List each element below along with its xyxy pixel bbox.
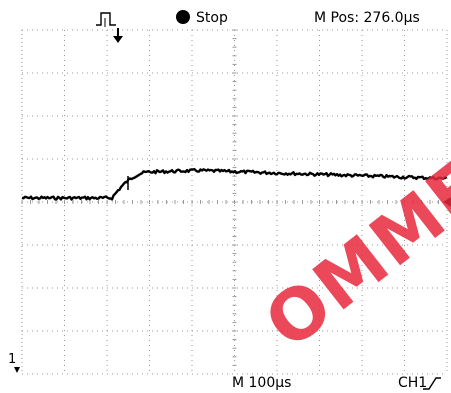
run-state-label: Stop [196, 10, 228, 26]
horizontal-position-readout: M Pos: 276.0µs [314, 10, 420, 26]
rising-edge-icon [423, 377, 441, 390]
run-state-indicator [176, 10, 190, 24]
trigger-source-readout: CH1 [398, 375, 428, 391]
waveform-trace [21, 167, 448, 201]
trigger-position-arrow-icon [113, 28, 123, 43]
channel-marker-label: 1 [8, 352, 17, 367]
timebase-readout: M 100µs [232, 375, 292, 391]
status-bar: Stop M Pos: 276.0µs [0, 0, 451, 28]
channel1-ground-marker [14, 367, 20, 373]
pulse-trigger-icon [96, 12, 116, 26]
trigger-level-arrow-icon [443, 197, 451, 207]
